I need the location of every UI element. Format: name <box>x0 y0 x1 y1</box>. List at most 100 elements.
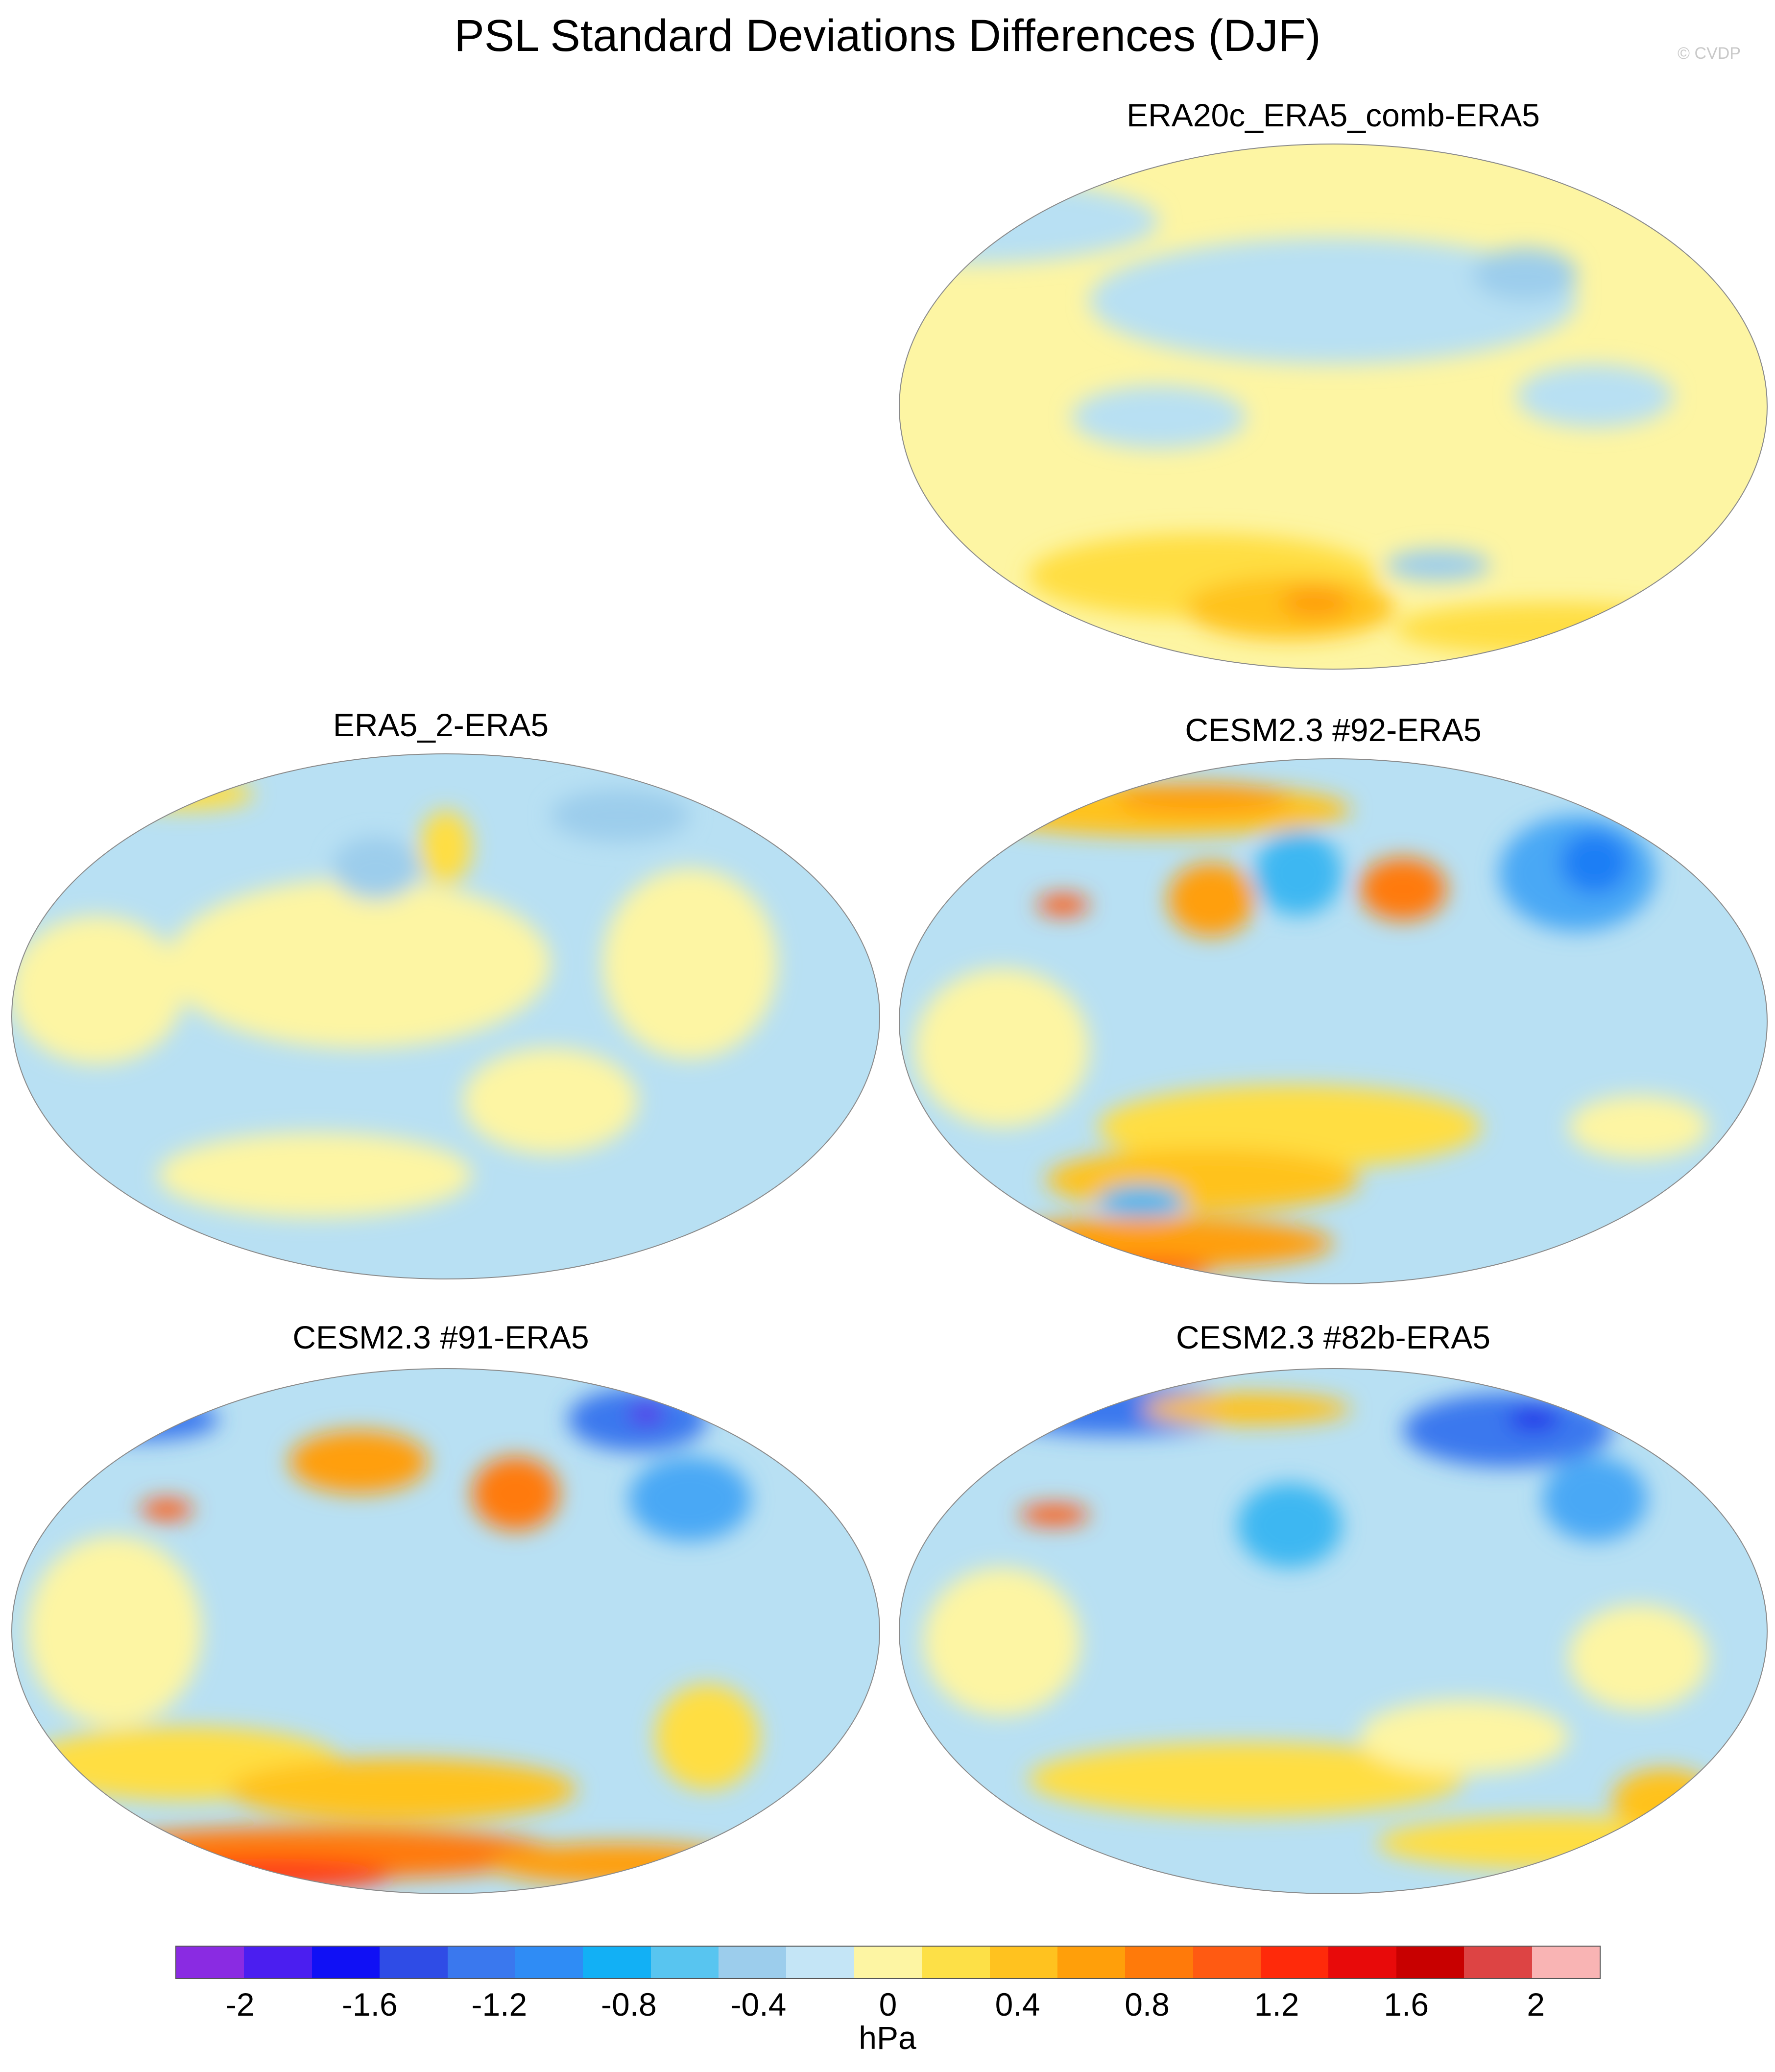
field-anomaly <box>1385 549 1490 581</box>
colorbar-tick-label: -0.8 <box>601 1986 657 2023</box>
colorbar-tick-label: -1.6 <box>341 1986 398 2023</box>
colorbar-swatch <box>312 1947 380 1978</box>
colorbar-swatch <box>719 1947 787 1978</box>
colorbar-swatch <box>650 1947 719 1978</box>
map-outline <box>899 1368 1768 1894</box>
panel-title-cesm82b: CESM2.3 #82b-ERA5 <box>1176 1319 1490 1355</box>
map-svg-p2 <box>11 753 880 1279</box>
field-anomaly <box>489 1843 751 1885</box>
field-anomaly <box>628 1403 664 1425</box>
map-era5-2 <box>10 752 882 1281</box>
field-anomaly <box>1098 1185 1185 1217</box>
map-outline <box>11 1368 880 1894</box>
field-anomaly <box>1089 237 1578 364</box>
field-anomaly <box>1377 1816 1726 1869</box>
field-anomaly <box>1516 364 1674 428</box>
colorbar-swatch <box>1464 1947 1532 1978</box>
field-anomaly <box>1403 1393 1612 1468</box>
map-outline <box>899 758 1768 1284</box>
field-anomaly <box>288 1430 429 1494</box>
colorbar <box>175 1946 1601 1979</box>
colorbar-swatch <box>176 1947 244 1978</box>
colorbar-swatch <box>515 1947 583 1978</box>
map-cesm82b <box>897 1367 1769 1896</box>
field-anomaly <box>914 968 1089 1127</box>
field-anomaly <box>1098 1084 1482 1170</box>
colorbar-swatch <box>583 1947 651 1978</box>
map-svg-p3 <box>899 758 1768 1284</box>
colorbar-tick-label: -0.4 <box>730 1986 787 2023</box>
field-anomaly <box>1115 783 1290 815</box>
map-svg-p4 <box>11 1368 880 1894</box>
field-anomaly <box>1568 1095 1708 1159</box>
colorbar-tick-label: 0.8 <box>1125 1986 1170 2023</box>
field-anomaly <box>228 1758 576 1822</box>
colorbar-swatch <box>786 1947 854 1978</box>
field-anomaly <box>1036 894 1089 916</box>
field-anomaly <box>1045 1148 1360 1212</box>
field-anomaly <box>602 868 777 1059</box>
field-anomaly <box>1167 863 1255 937</box>
field-anomaly <box>1028 1742 1464 1816</box>
map-svg-p5 <box>899 1368 1768 1894</box>
panel-title-cesm92: CESM2.3 #92-ERA5 <box>1185 712 1482 748</box>
field-anomaly <box>1568 1605 1708 1711</box>
field-anomaly <box>463 1048 638 1154</box>
panel-title-era5-2: ERA5_2-ERA5 <box>333 707 549 743</box>
field-anomaly <box>1394 602 1708 655</box>
field-anomaly <box>923 1567 1080 1716</box>
field-anomaly <box>1559 831 1630 894</box>
colorbar-swatch <box>447 1947 515 1978</box>
colorbar-tick-label: 1.2 <box>1254 1986 1299 2023</box>
field-anomaly <box>1254 831 1342 916</box>
field-anomaly <box>1542 1456 1647 1542</box>
field-anomaly <box>1237 1483 1342 1568</box>
colorbar-tick-label: 0 <box>879 1986 897 2023</box>
map-outline <box>11 753 880 1279</box>
colorbar-swatch <box>1396 1947 1464 1978</box>
colorbar-swatch <box>989 1947 1057 1978</box>
map-era20c <box>897 142 1769 671</box>
map-cesm92 <box>897 757 1769 1286</box>
field-anomaly <box>1359 1700 1569 1774</box>
field-anomaly <box>167 879 551 1048</box>
field-anomaly <box>12 916 184 1064</box>
field-anomaly <box>62 1398 219 1441</box>
colorbar-tick-label: -1.2 <box>471 1986 528 2023</box>
colorbar-tick-label: -2 <box>225 1986 255 2023</box>
field-anomaly <box>1072 1259 1211 1281</box>
colorbar-units: hPa <box>859 2020 916 2056</box>
map-cesm91 <box>10 1367 882 1896</box>
colorbar-swatch <box>1328 1947 1396 1978</box>
panel-title-cesm91: CESM2.3 #91-ERA5 <box>292 1319 589 1355</box>
field-anomaly <box>1508 1409 1560 1430</box>
field-anomaly <box>1019 1504 1089 1525</box>
field-anomaly <box>1472 248 1578 301</box>
map-outline <box>899 144 1768 670</box>
field-anomaly <box>550 789 690 842</box>
colorbar-swatch <box>1193 1947 1261 1978</box>
colorbar-swatch <box>1261 1947 1329 1978</box>
panel-title-era20c: ERA20c_ERA5_comb-ERA5 <box>1127 97 1540 133</box>
field-anomaly <box>158 1132 472 1218</box>
field-anomaly <box>419 810 472 884</box>
colorbar-tick-label: 0.4 <box>995 1986 1040 2023</box>
field-anomaly <box>332 836 420 900</box>
colorbar-ticks: -2 -1.6 -1.2 -0.8 -0.4 0 0.4 0.8 1.2 1.6 2 <box>0 1985 1775 2024</box>
field-anomaly <box>114 778 254 810</box>
field-anomaly <box>141 1499 193 1520</box>
colorbar-swatch <box>1057 1947 1126 1978</box>
colorbar-tick-label: 1.6 <box>1384 1986 1429 2023</box>
field-anomaly <box>149 1858 394 1891</box>
field-anomaly <box>1141 1393 1351 1425</box>
field-anomaly <box>628 1456 751 1542</box>
colorbar-swatch <box>922 1947 990 1978</box>
field-anomaly <box>472 1456 559 1531</box>
colorbar-swatch <box>854 1947 922 1978</box>
colorbar-swatch <box>1125 1947 1193 1978</box>
field-anomaly <box>1281 586 1351 618</box>
colorbar-swatch <box>244 1947 312 1978</box>
colorbar-tick-label: 2 <box>1527 1986 1545 2023</box>
map-svg-p1 <box>899 144 1768 670</box>
field-anomaly <box>27 1536 202 1727</box>
